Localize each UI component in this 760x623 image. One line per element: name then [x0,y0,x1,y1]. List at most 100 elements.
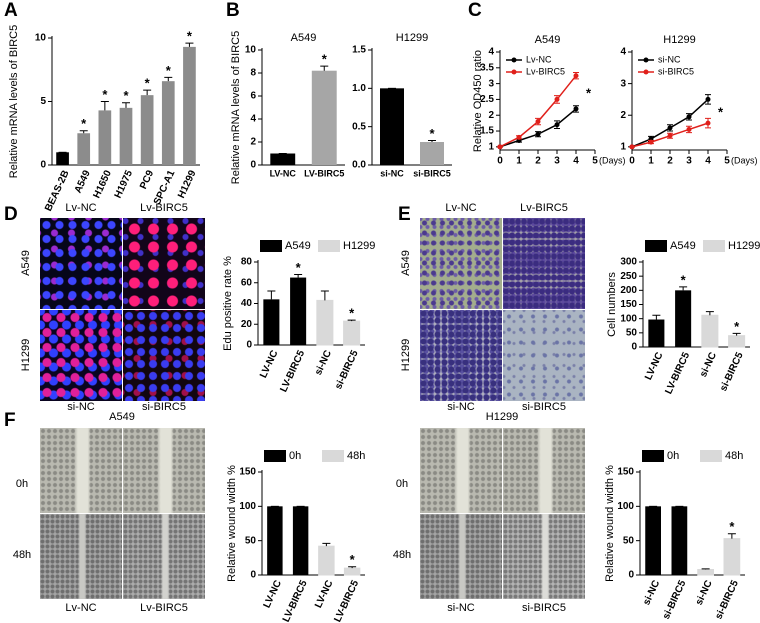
x-tick-label: PC9 [138,168,156,191]
legend-label: 48h [347,450,365,462]
point [573,73,579,79]
x-tick-label: 3 [554,156,560,167]
x-tick-label: si-NC [641,579,662,607]
significance: * [586,86,592,101]
x-tick-label: 4 [573,156,579,167]
error-bar [185,42,194,47]
error-bar [164,76,173,82]
micrograph [40,428,122,513]
error-bar [701,568,710,570]
column-label: Lv-NC [445,202,477,214]
panel-letter: F [4,410,16,431]
y-tick-label: 150 [239,467,256,478]
error-bar [727,533,736,539]
legend-label: si-NC [658,54,681,64]
y-tick-label: 10 [245,45,257,56]
row-label: 0h [395,478,409,490]
legend-label: 48h [725,450,743,462]
significance: * [349,306,355,321]
group-title: H1299 [485,411,519,423]
series-line [631,98,709,148]
error-bar [294,273,303,278]
significance: * [102,87,108,102]
bar [343,567,361,576]
y-tick-label: 100 [620,313,637,324]
panel-letter: A [4,0,18,21]
legend-label: Lv-BIRC5 [526,66,565,76]
legend-marker [511,57,517,63]
bar [697,569,714,576]
panel-letter: E [398,204,411,225]
bar [420,142,444,165]
y-tick-label: 0.5 [352,121,366,132]
x-axis-label: (Days) [599,155,626,165]
y-tick-label: 80 [241,257,253,268]
micrograph [420,310,502,401]
bar [98,110,112,165]
x-tick-label: LV-NC [262,579,284,610]
legend-label: Lv-NC [526,54,552,64]
point [667,133,673,139]
bar [701,314,719,348]
micrograph [420,428,502,513]
x-tick-label: 0 [629,156,635,167]
significance: * [429,126,435,141]
micrograph [123,514,205,599]
error-bar [732,332,741,336]
y-tick-label: 50 [623,535,635,546]
x-tick-label: 2 [667,156,673,167]
y-axis-label: Relative mRNA levels of BIRC5 [230,31,242,184]
y-tick-label: 4 [488,47,494,58]
error-bar [122,102,130,108]
y-tick-label: 1 [488,141,494,152]
legend-swatch [264,450,286,462]
micrograph [503,514,585,599]
x-tick-label: 1 [516,156,522,167]
error-bar [347,319,356,322]
bar [343,320,361,346]
y-tick-label: 0 [628,570,634,581]
legend-label: 0h [289,450,301,462]
y-axis-label: Relative wound width % [226,465,238,582]
error-bar [143,89,152,96]
legend-label: si-BIRC5 [658,66,694,76]
chart-title: H1299 [396,32,428,44]
legend-marker [643,57,649,63]
y-axis-label: Cell numbers [606,272,618,337]
column-label: Lv-BIRC5 [520,202,568,214]
x-tick-label: LV-NC [313,579,335,610]
chart-title: A549 [291,32,317,44]
error-bar [267,290,276,300]
x-tick-label: LV-NC [258,349,280,380]
significance: * [296,260,302,275]
bar [316,299,334,346]
y-tick-label: 50 [626,327,638,338]
legend-label: 0h [667,450,679,462]
point [497,144,503,150]
x-tick-label: 5 [724,156,730,167]
point [535,131,541,137]
point [554,122,560,128]
error-bar [320,290,329,301]
legend-swatch [700,450,722,462]
y-axis-label: Edu positive rate % [222,256,234,351]
significance: * [81,116,87,131]
bar [140,95,154,165]
x-tick-label: H1299 [176,168,199,200]
error-bar [428,139,436,142]
x-tick-label: si-NC [694,579,715,607]
column-label: si-NC [447,401,475,413]
error-bar [679,286,688,291]
y-axis-label: Relative OD450 ratio [472,50,484,152]
y-tick-label: 20 [241,319,253,330]
y-tick-label: 0 [250,570,256,581]
y-tick-label: 3 [620,78,626,89]
legend-swatch [322,450,344,462]
y-tick-label: 0 [631,342,637,353]
bar [267,506,283,575]
significance: * [322,52,328,67]
significance: * [681,272,687,287]
column-label: si-BIRC5 [521,401,567,413]
y-tick-label: 1 [620,141,626,152]
significance: * [734,319,740,334]
